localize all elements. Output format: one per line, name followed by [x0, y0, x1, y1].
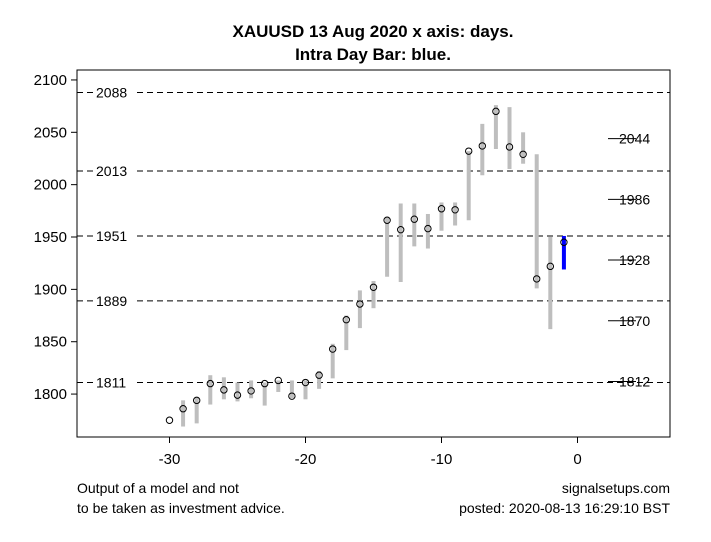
close-point — [342, 316, 350, 324]
right-level-label: 1812 — [619, 374, 650, 390]
plot-frame — [76, 69, 671, 438]
footer-site[interactable]: signalsetups.com — [562, 480, 670, 496]
close-point — [546, 262, 555, 271]
dashed-level-label: 1889 — [96, 293, 127, 309]
x-tick-label: -30 — [159, 451, 181, 468]
close-point — [505, 143, 514, 151]
level-label-bg — [93, 84, 135, 101]
close-point — [465, 147, 473, 155]
close-point — [165, 416, 174, 424]
chart-title-line2: Intra Day Bar: blue. — [295, 45, 451, 64]
x-tick-label: -10 — [431, 451, 453, 468]
close-point — [369, 283, 378, 291]
dashed-level-label: 1811 — [96, 375, 126, 391]
right-level-label: 1928 — [619, 252, 650, 268]
x-tick-label: 0 — [573, 451, 581, 468]
close-point — [437, 205, 446, 213]
y-tick-label: 1850 — [34, 334, 67, 351]
right-level-label: 1986 — [619, 191, 650, 207]
close-point — [451, 206, 459, 214]
close-point — [397, 225, 405, 234]
close-point — [233, 391, 242, 399]
right-level-label: 2044 — [619, 131, 650, 147]
close-point — [315, 371, 323, 379]
level-label-bg — [93, 163, 135, 180]
close-point — [478, 142, 487, 150]
footer-posted: posted: 2020-08-13 16:29:10 BST — [459, 500, 670, 516]
right-level-label: 1870 — [619, 313, 650, 329]
close-point — [533, 275, 541, 283]
close-point — [192, 396, 201, 405]
close-point — [383, 216, 391, 224]
y-tick-label: 2000 — [34, 177, 67, 194]
footer-disclaimer-2: to be taken as investment advice. — [77, 500, 285, 516]
dashed-level-label: 1951 — [96, 228, 127, 244]
y-tick-label: 1900 — [34, 281, 67, 298]
footer-disclaimer-1: Output of a model and not — [77, 480, 239, 496]
close-point — [179, 405, 187, 413]
close-point — [410, 215, 419, 223]
close-point — [301, 378, 310, 387]
x-tick-label: -20 — [295, 451, 317, 468]
level-label-bg — [93, 227, 135, 244]
y-tick-label: 1950 — [34, 229, 67, 246]
dashed-level-label: 2088 — [96, 85, 127, 101]
close-point — [519, 150, 527, 158]
close-point — [220, 386, 228, 394]
close-point — [492, 107, 500, 116]
y-tick-label: 1800 — [34, 386, 67, 403]
level-label-bg — [93, 292, 135, 309]
close-point — [260, 379, 269, 388]
close-point — [560, 238, 568, 246]
close-point — [274, 376, 282, 385]
close-point — [206, 379, 214, 388]
close-point — [288, 392, 296, 400]
close-point — [247, 387, 255, 395]
chart-title-line1: XAUUSD 13 Aug 2020 x axis: days. — [233, 22, 514, 41]
close-point — [328, 345, 337, 353]
level-label-bg — [93, 374, 135, 391]
close-point — [424, 224, 432, 233]
dashed-level-label: 2013 — [96, 163, 127, 179]
close-point — [356, 300, 364, 308]
y-tick-label: 2100 — [34, 72, 67, 89]
y-tick-label: 2050 — [34, 124, 67, 141]
